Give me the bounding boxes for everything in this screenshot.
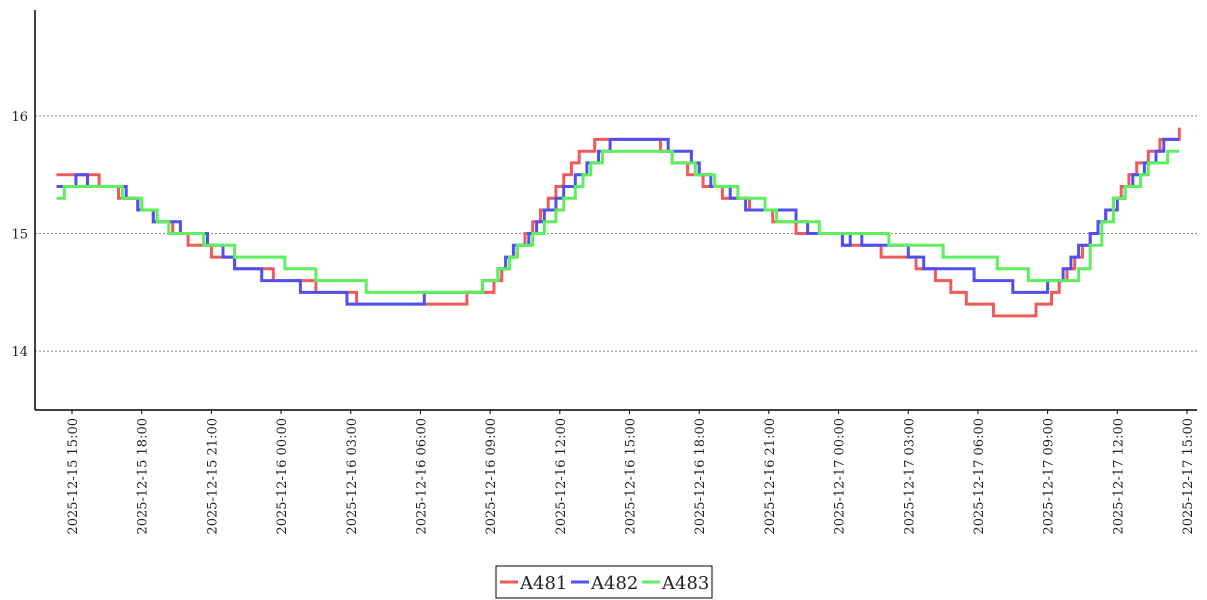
legend-label: A482 [590,573,638,594]
x-tick-label: 2025-12-16 03:00 [345,418,360,535]
x-tick-label: 2025-12-17 06:00 [972,418,987,535]
legend-label: A483 [661,573,709,594]
x-tick-label: 2025-12-15 21:00 [205,418,220,535]
series-layer [56,127,1181,318]
series-line-a482 [56,137,1180,306]
x-tick-label: 2025-12-17 12:00 [1111,418,1126,535]
x-tick-label: 2025-12-16 21:00 [763,418,778,535]
x-tick-label: 2025-12-15 18:00 [136,418,151,535]
legend-box [495,565,713,599]
x-tick-label: 2025-12-16 09:00 [484,418,499,535]
legend-label: A481 [519,573,567,594]
x-tick-label: 2025-12-15 15:00 [66,418,81,535]
y-tick-label: 15 [11,228,28,243]
x-tick-label: 2025-12-16 15:00 [624,418,639,535]
y-tick-labels: 14 15 16 [11,110,28,360]
axes [34,10,1197,411]
x-tick-label: 2025-12-16 18:00 [693,418,708,535]
y-tick-label: 16 [11,110,28,125]
legend: A481 A482 A483 [495,565,713,599]
x-tick-label: 2025-12-16 12:00 [554,418,569,535]
x-tick-label: 2025-12-16 00:00 [275,418,290,535]
x-tick-label: 2025-12-17 15:00 [1181,418,1196,535]
x-tick-label: 2025-12-16 06:00 [414,418,429,535]
x-tick-label: 2025-12-17 03:00 [902,418,917,535]
x-tick-label: 2025-12-17 09:00 [1042,418,1057,535]
y-tick-label: 14 [11,345,28,360]
grid-lines [35,115,1197,352]
series-line-a483 [56,149,1180,294]
x-tick-label: 2025-12-17 00:00 [833,418,848,535]
x-tick-labels: 2025-12-15 15:00 2025-12-15 18:00 2025-12-… [66,410,1196,535]
series-line-a481 [56,127,1181,318]
